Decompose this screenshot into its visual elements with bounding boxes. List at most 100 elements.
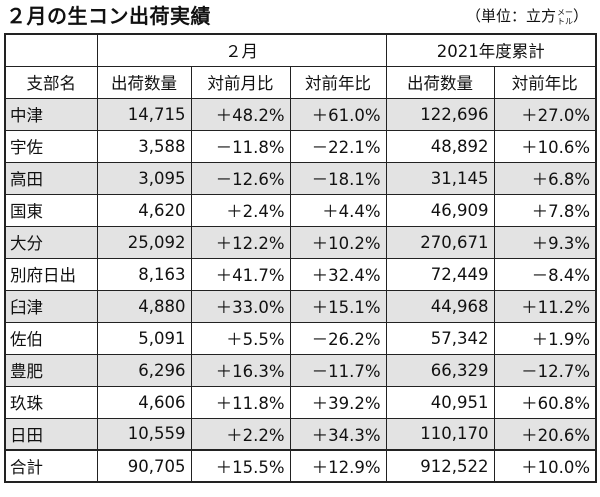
table-row: 宇佐 3,588 －11.8% －22.1% 48,892 ＋10.6% xyxy=(4,129,597,163)
shipment-cell: 6,296 xyxy=(96,353,192,387)
header-group-feb: ２月 xyxy=(96,33,387,67)
branch-cell: 国東 xyxy=(4,193,98,227)
yoy-cell: ＋15.1% xyxy=(289,289,387,323)
table-row: 玖珠 4,606 ＋11.8% ＋39.2% 40,951 ＋60.8% xyxy=(4,385,597,419)
ytd-shipment-cell: 57,342 xyxy=(385,321,495,355)
ytd-shipment-cell: 46,909 xyxy=(385,193,495,227)
branch-cell: 大分 xyxy=(4,225,98,259)
yoy-cell: ＋61.0% xyxy=(289,97,387,131)
mom-cell: ＋12.2% xyxy=(190,225,291,259)
shipment-cell: 14,715 xyxy=(96,97,192,131)
header-column-row: 支部名 出荷数量 対前月比 対前年比 出荷数量 対前年比 xyxy=(4,65,597,99)
yoy-cell: ＋4.4% xyxy=(289,193,387,227)
header-ytd-yoy: 対前年比 xyxy=(493,65,597,99)
ytd-yoy-cell: ＋11.2% xyxy=(493,289,597,323)
ytd-shipment-cell: 44,968 xyxy=(385,289,495,323)
yoy-cell: －11.7% xyxy=(289,353,387,387)
mom-cell: ＋33.0% xyxy=(190,289,291,323)
unit-suffix: ） xyxy=(572,7,588,25)
mom-cell: ＋5.5% xyxy=(190,321,291,355)
branch-cell: 豊肥 xyxy=(4,353,98,387)
table-row: 佐伯 5,091 ＋5.5% －26.2% 57,342 ＋1.9% xyxy=(4,321,597,355)
table-row: 豊肥 6,296 ＋16.3% －11.7% 66,329 －12.7% xyxy=(4,353,597,387)
ytd-yoy-cell: ＋20.6% xyxy=(493,417,597,451)
yoy-cell: －18.1% xyxy=(289,161,387,195)
total-ytd-yoy: ＋10.0% xyxy=(493,449,597,483)
ytd-yoy-cell: －12.7% xyxy=(493,353,597,387)
ytd-shipment-cell: 66,329 xyxy=(385,353,495,387)
mom-cell: ＋48.2% xyxy=(190,97,291,131)
shipment-cell: 10,559 xyxy=(96,417,192,451)
shipment-table: ２月 2021年度累計 支部名 出荷数量 対前月比 対前年比 出荷数量 対前年比… xyxy=(4,33,598,483)
ytd-shipment-cell: 31,145 xyxy=(385,161,495,195)
ytd-yoy-cell: ＋60.8% xyxy=(493,385,597,419)
mom-cell: ＋11.8% xyxy=(190,385,291,419)
branch-cell: 臼津 xyxy=(4,289,98,323)
yoy-cell: ＋39.2% xyxy=(289,385,387,419)
header-group-ytd: 2021年度累計 xyxy=(385,33,597,67)
shipment-cell: 8,163 xyxy=(96,257,192,291)
table-row: 臼津 4,880 ＋33.0% ＋15.1% 44,968 ＋11.2% xyxy=(4,289,597,323)
ytd-yoy-cell: ＋1.9% xyxy=(493,321,597,355)
shipment-cell: 5,091 xyxy=(96,321,192,355)
ytd-shipment-cell: 40,951 xyxy=(385,385,495,419)
shipment-cell: 25,092 xyxy=(96,225,192,259)
table-row: 日田 10,559 ＋2.2% ＋34.3% 110,170 ＋20.6% xyxy=(4,417,597,451)
header-shipments: 出荷数量 xyxy=(96,65,192,99)
total-mom: ＋15.5% xyxy=(190,449,291,483)
table-body: 中津 14,715 ＋48.2% ＋61.0% 122,696 ＋27.0% 宇佐 3,588… xyxy=(4,97,597,451)
yoy-cell: －22.1% xyxy=(289,129,387,163)
total-label: 合計 xyxy=(4,449,98,483)
yoy-cell: ＋34.3% xyxy=(289,417,387,451)
table-row: 国東 4,620 ＋2.4% ＋4.4% 46,909 ＋7.8% xyxy=(4,193,597,227)
mom-cell: ＋41.7% xyxy=(190,257,291,291)
mom-cell: －11.8% xyxy=(190,129,291,163)
ytd-yoy-cell: ＋9.3% xyxy=(493,225,597,259)
yoy-cell: －26.2% xyxy=(289,321,387,355)
table-row: 別府日出 8,163 ＋41.7% ＋32.4% 72,449 －8.4% xyxy=(4,257,597,291)
total-qty: 90,705 xyxy=(96,449,192,483)
shipment-cell: 3,588 xyxy=(96,129,192,163)
header-mom: 対前月比 xyxy=(190,65,291,99)
mom-cell: ＋2.4% xyxy=(190,193,291,227)
branch-cell: 別府日出 xyxy=(4,257,98,291)
shipment-cell: 4,880 xyxy=(96,289,192,323)
ytd-yoy-cell: －8.4% xyxy=(493,257,597,291)
table-row: 大分 25,092 ＋12.2% ＋10.2% 270,671 ＋9.3% xyxy=(4,225,597,259)
branch-cell: 日田 xyxy=(4,417,98,451)
table-title: ２月の生コン出荷実績 xyxy=(6,4,211,28)
mom-cell: ＋16.3% xyxy=(190,353,291,387)
ytd-shipment-cell: 110,170 xyxy=(385,417,495,451)
unit-note: （単位：立方 メー トル） xyxy=(466,4,588,28)
total-yoy: ＋12.9% xyxy=(289,449,387,483)
header-corner xyxy=(4,33,98,67)
table-row: 中津 14,715 ＋48.2% ＋61.0% 122,696 ＋27.0% xyxy=(4,97,597,131)
ytd-shipment-cell: 72,449 xyxy=(385,257,495,291)
branch-cell: 宇佐 xyxy=(4,129,98,163)
ytd-yoy-cell: ＋6.8% xyxy=(493,161,597,195)
shipment-cell: 4,620 xyxy=(96,193,192,227)
header-ytd-shipments: 出荷数量 xyxy=(385,65,495,99)
yoy-cell: ＋10.2% xyxy=(289,225,387,259)
branch-cell: 佐伯 xyxy=(4,321,98,355)
ytd-yoy-cell: ＋27.0% xyxy=(493,97,597,131)
header-group-row: ２月 2021年度累計 xyxy=(4,33,597,67)
mom-cell: －12.6% xyxy=(190,161,291,195)
mom-cell: ＋2.2% xyxy=(190,417,291,451)
branch-cell: 玖珠 xyxy=(4,385,98,419)
ytd-shipment-cell: 122,696 xyxy=(385,97,495,131)
total-row: 合計 90,705 ＋15.5% ＋12.9% 912,522 ＋10.0% xyxy=(4,449,597,483)
shipment-cell: 3,095 xyxy=(96,161,192,195)
ytd-yoy-cell: ＋7.8% xyxy=(493,193,597,227)
unit-meter-bottom: トル xyxy=(556,16,573,26)
yoy-cell: ＋32.4% xyxy=(289,257,387,291)
unit-prefix: （単位：立方 xyxy=(465,7,556,25)
ytd-yoy-cell: ＋10.6% xyxy=(493,129,597,163)
table-row: 高田 3,095 －12.6% －18.1% 31,145 ＋6.8% xyxy=(4,161,597,195)
ytd-shipment-cell: 48,892 xyxy=(385,129,495,163)
unit-meter-top: メー xyxy=(556,7,573,17)
ytd-shipment-cell: 270,671 xyxy=(385,225,495,259)
branch-cell: 高田 xyxy=(4,161,98,195)
branch-cell: 中津 xyxy=(4,97,98,131)
unit-meter-stack: メー トル xyxy=(557,8,573,26)
